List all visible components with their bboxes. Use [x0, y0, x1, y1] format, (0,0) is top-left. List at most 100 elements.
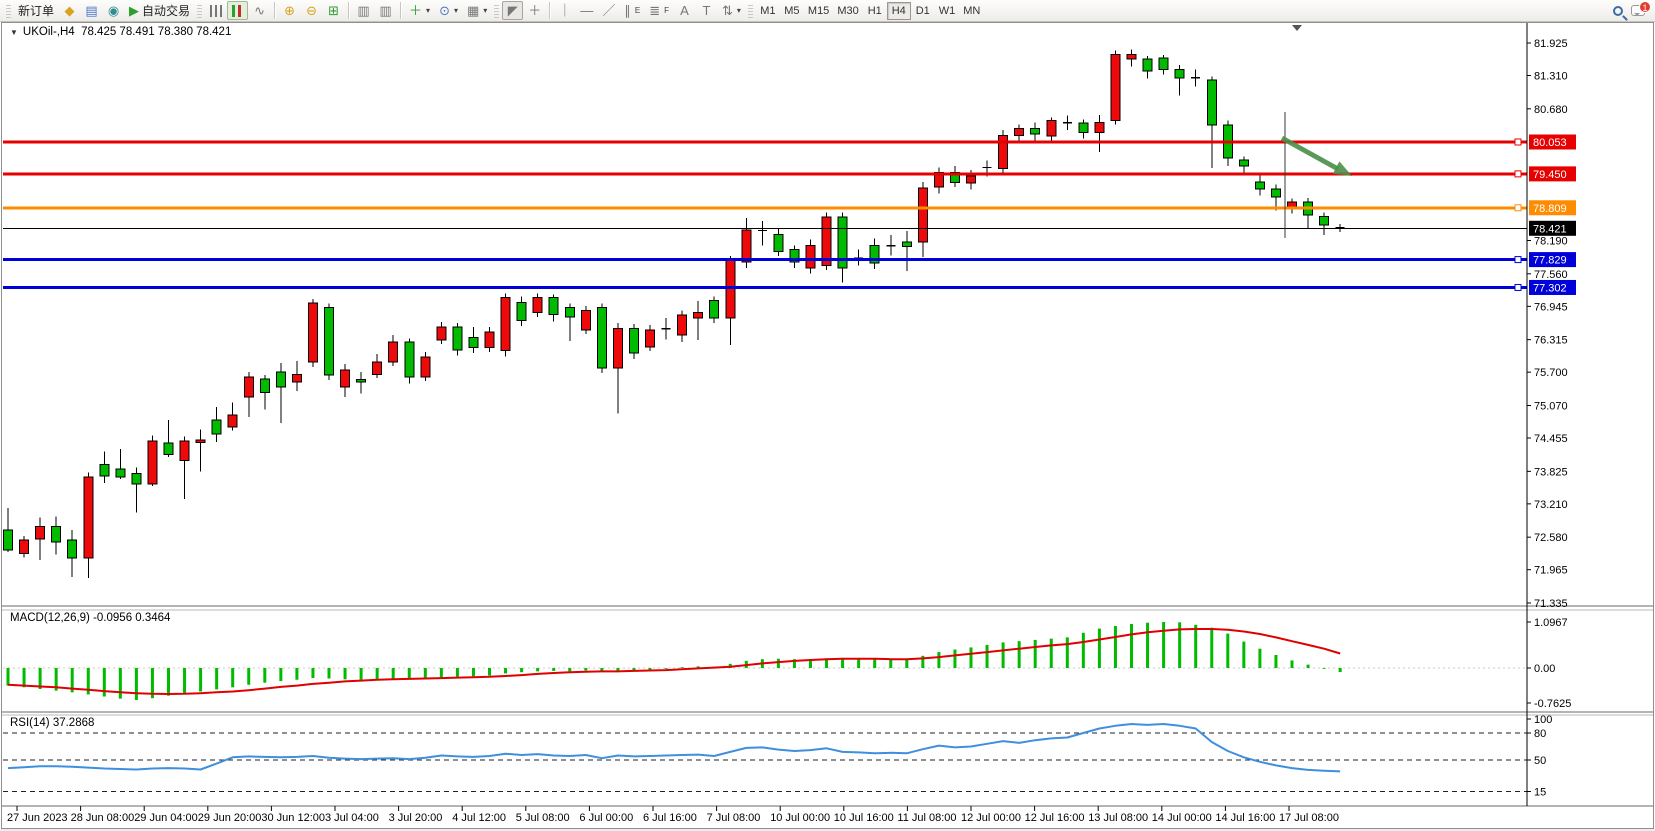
- macd-histogram-bar: [359, 668, 363, 680]
- price-tick-label: 72.580: [1534, 532, 1568, 544]
- zoom-out-button[interactable]: ⊖: [301, 1, 322, 20]
- macd-histogram-bar: [6, 668, 10, 686]
- macd-histogram-bar: [54, 668, 58, 691]
- timeframe-button-W1[interactable]: W1: [938, 4, 956, 17]
- timeframe-button-M5[interactable]: M5: [784, 4, 800, 17]
- candle: [725, 259, 736, 319]
- macd-histogram-bar: [455, 668, 459, 677]
- macd-histogram-bar: [1306, 664, 1310, 668]
- macd-histogram-bar: [1146, 622, 1150, 668]
- vertical-line-icon: ｜: [558, 3, 572, 18]
- line-handle[interactable]: [1514, 138, 1522, 146]
- line-handle[interactable]: [1514, 283, 1522, 291]
- trend-arrow-shaft[interactable]: [1280, 135, 1340, 172]
- text-tool-icon: A: [680, 3, 689, 18]
- macd-histogram-bar: [648, 668, 652, 670]
- search-icon[interactable]: [1613, 5, 1623, 16]
- line-chart-button[interactable]: ∿: [249, 1, 270, 20]
- candle: [291, 373, 302, 383]
- arrows-tool-button[interactable]: ⇅ ▾: [718, 1, 745, 20]
- rsi-scale-label: 100: [1534, 714, 1552, 726]
- auto-arrange-button[interactable]: ▥: [353, 1, 374, 20]
- date-label: 10 Jul 16:00: [834, 812, 894, 824]
- candle: [837, 216, 848, 269]
- date-label: 3 Jul 04:00: [325, 812, 379, 824]
- chat-icon[interactable]: 1: [1631, 1, 1651, 16]
- date-label: 4 Jul 12:00: [452, 812, 506, 824]
- timeframe-group: M1 M5 M15 M30 H1 H4 D1 W1 MN: [756, 1, 984, 20]
- macd-histogram-bar: [1322, 668, 1326, 669]
- bar-chart-button[interactable]: [205, 1, 226, 20]
- macd-histogram-bar: [792, 659, 796, 668]
- toolbar-grip: [747, 3, 753, 18]
- periods-button[interactable]: ⊙ ▾: [435, 1, 462, 20]
- candle: [259, 378, 270, 393]
- auto-trading-button[interactable]: ▶ 自动交易: [125, 1, 194, 20]
- candle: [532, 297, 543, 313]
- templates-button[interactable]: ▦ ▾: [463, 1, 491, 20]
- hline-tool-button[interactable]: —: [576, 1, 597, 20]
- timeframe-button-H4[interactable]: H4: [886, 1, 911, 20]
- timeframe-button-MN[interactable]: MN: [963, 4, 981, 17]
- timeframe-button-M30[interactable]: M30: [837, 4, 859, 17]
- timeframe-button-M15[interactable]: M15: [807, 4, 830, 17]
- line-handle[interactable]: [1514, 204, 1522, 212]
- candle: [1158, 57, 1169, 71]
- macd-histogram-bar: [680, 667, 684, 668]
- timeframe-button-M1[interactable]: M1: [760, 4, 776, 17]
- new-order-button[interactable]: 新订单: [14, 1, 58, 20]
- candle: [773, 234, 784, 253]
- macd-histogram-bar: [1178, 622, 1182, 668]
- window-edge: [0, 829, 1655, 831]
- macd-histogram-bar: [536, 668, 540, 672]
- price-tick-label: 75.070: [1534, 400, 1568, 412]
- tile-windows-button[interactable]: ⊞: [323, 1, 344, 20]
- indicators-button[interactable]: ＋ ▾: [405, 1, 434, 20]
- macd-histogram-bar: [391, 668, 395, 679]
- chart-background[interactable]: [0, 22, 1655, 831]
- text-tool-button[interactable]: A: [674, 1, 695, 20]
- timeframe-button-D1[interactable]: D1: [915, 4, 930, 17]
- zoom-in-button[interactable]: ⊕: [279, 1, 300, 20]
- candle: [307, 302, 318, 363]
- zoom-in-icon: ⊕: [284, 3, 295, 18]
- price-tick-label: 75.700: [1534, 367, 1568, 379]
- date-label: 29 Jun 04:00: [134, 812, 198, 824]
- trendline-tool-button[interactable]: ／: [598, 1, 619, 20]
- label-tool-button[interactable]: T: [696, 1, 717, 20]
- charts-button[interactable]: ▤: [81, 1, 102, 20]
- price-tick-label: 76.315: [1534, 335, 1568, 347]
- trend-arrow-head[interactable]: [1332, 161, 1352, 176]
- candle: [500, 297, 511, 351]
- toolbar-separator: [348, 2, 350, 19]
- line-handle[interactable]: [1514, 170, 1522, 178]
- candle: [356, 379, 367, 383]
- candle-chart-button[interactable]: [227, 1, 249, 20]
- new-order-ticket-button[interactable]: ◆: [59, 1, 80, 20]
- macd-histogram-bar: [295, 668, 299, 680]
- candle: [693, 311, 704, 319]
- date-label: 28 Jun 08:00: [71, 812, 135, 824]
- candle: [163, 442, 174, 456]
- fibonacci-tool-button[interactable]: ≣ F: [645, 1, 673, 20]
- chevron-down-icon: ▾: [736, 6, 741, 15]
- crosshair-tool-button[interactable]: ＋: [524, 1, 545, 20]
- add-indicator-icon: ＋: [409, 3, 423, 18]
- line-handle[interactable]: [1514, 256, 1522, 264]
- date-label: 27 Jun 2023: [7, 812, 68, 824]
- signals-button[interactable]: ◉: [103, 1, 124, 20]
- vline-tool-button[interactable]: ｜: [554, 1, 575, 20]
- macd-histogram-bar: [118, 668, 122, 699]
- candle: [452, 326, 463, 351]
- date-label: 17 Jul 08:00: [1279, 812, 1339, 824]
- cursor-icon: ◤: [507, 3, 518, 18]
- chart-shift-button[interactable]: ▥: [375, 1, 396, 20]
- price-line-badge: [1529, 279, 1576, 295]
- toolbar-grip: [494, 3, 500, 18]
- macd-histogram-bar: [1290, 660, 1294, 668]
- timeframe-button-H1[interactable]: H1: [867, 4, 882, 17]
- channel-tool-button[interactable]: ∥ E: [620, 1, 644, 20]
- date-label: 14 Jul 16:00: [1215, 812, 1275, 824]
- cursor-tool-button[interactable]: ◤: [502, 1, 524, 20]
